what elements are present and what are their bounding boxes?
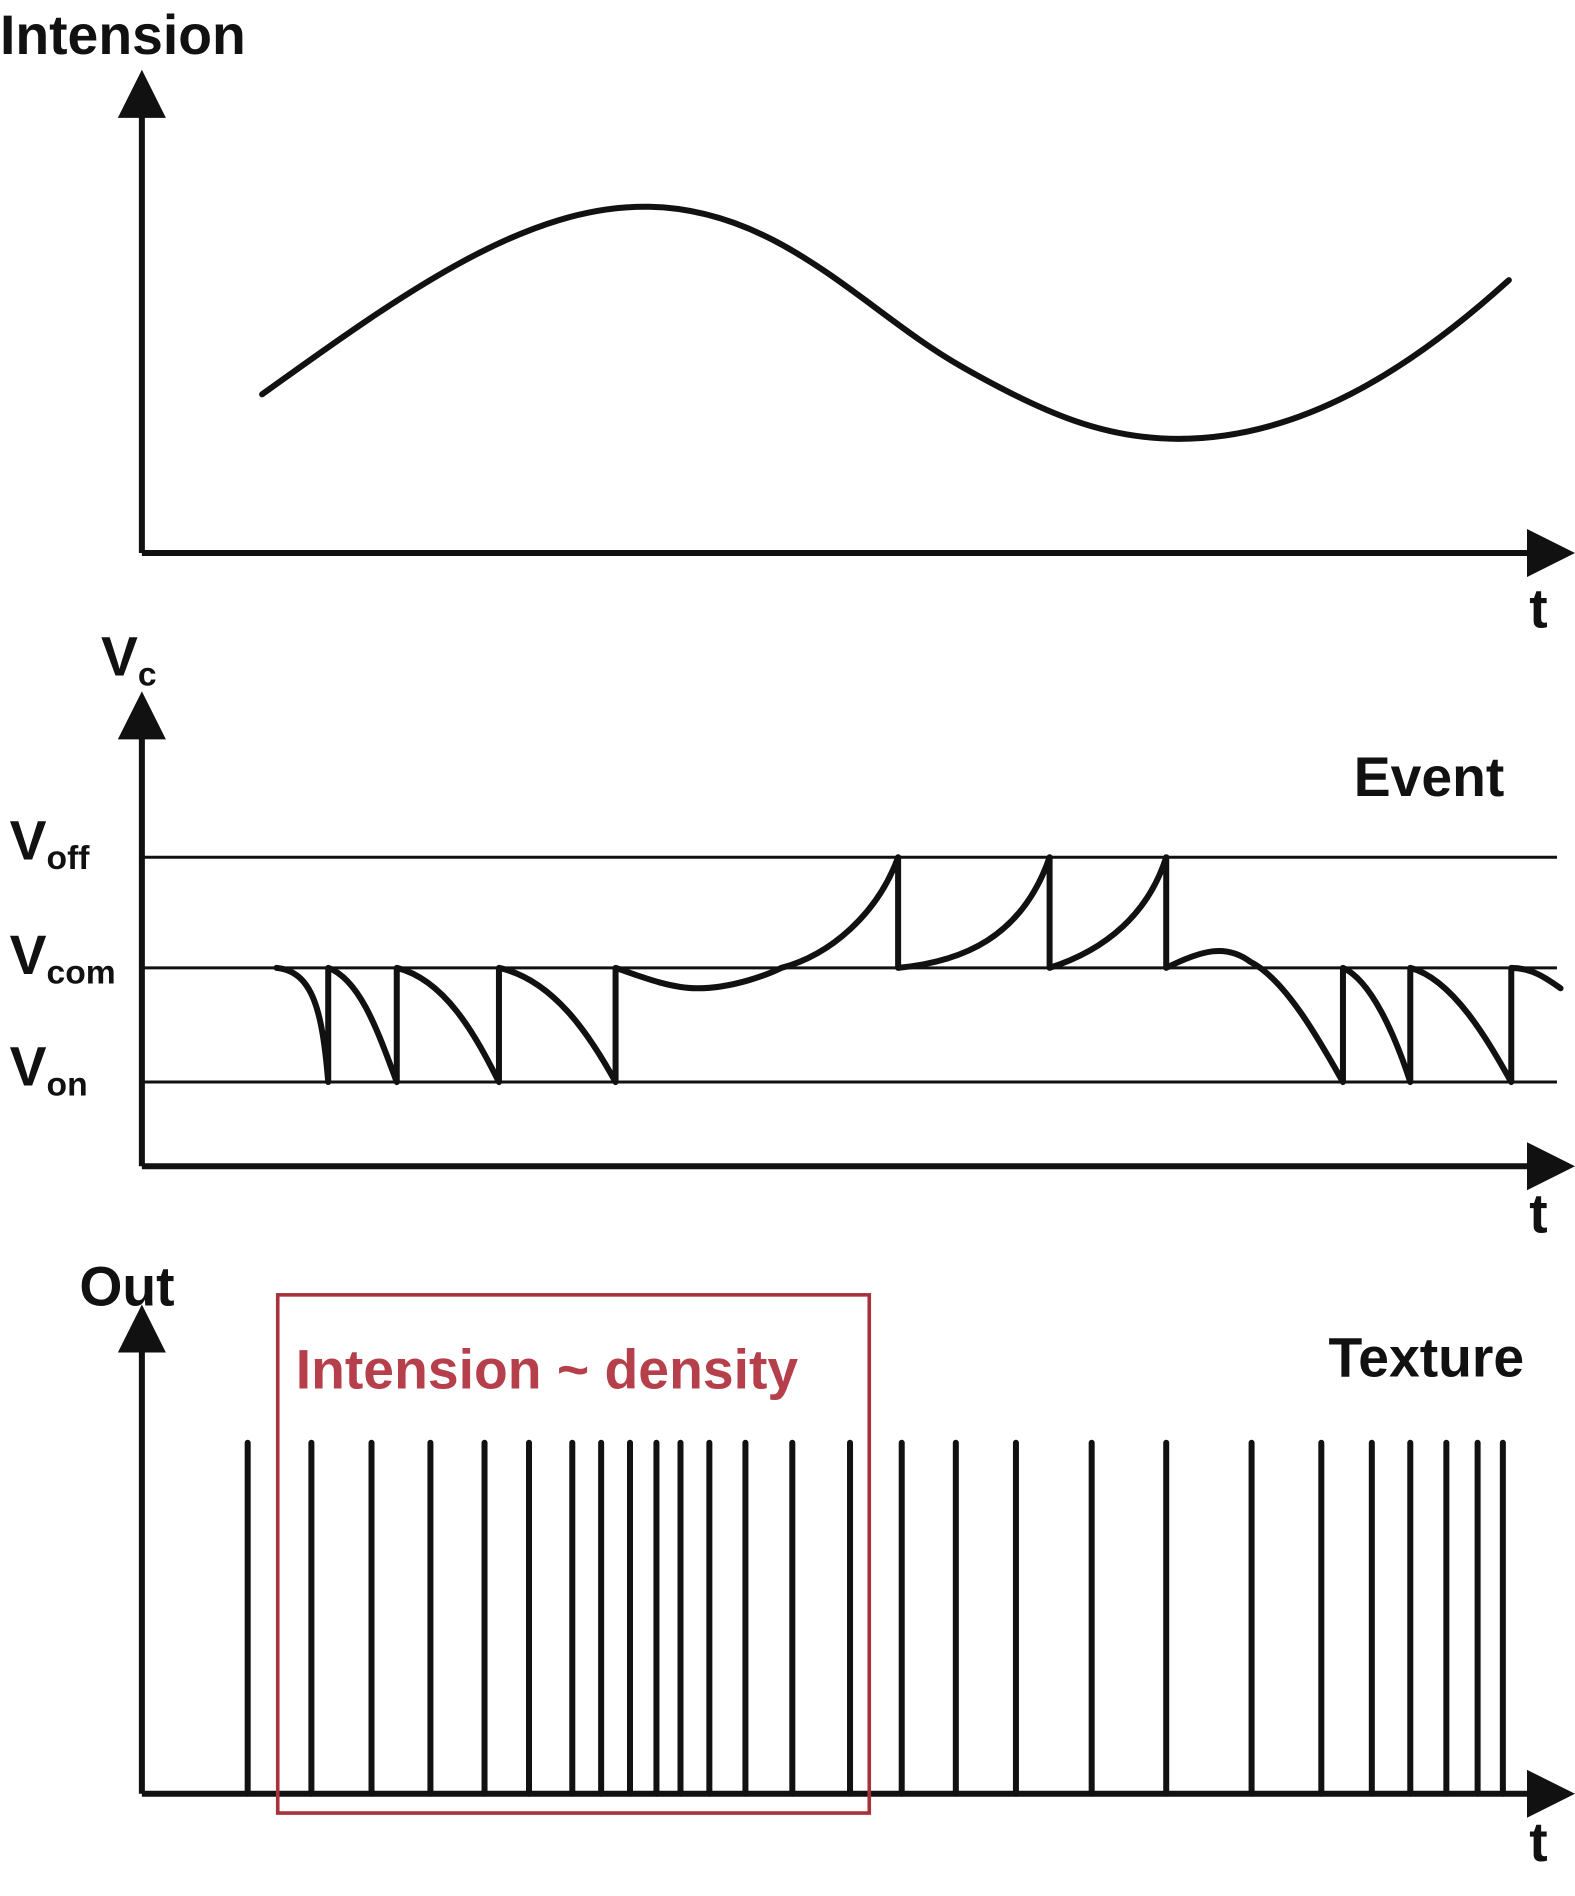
voltage-panel: Vc Event Voff Vcom Von t [10, 626, 1575, 1244]
intensity-curve [259, 203, 1512, 442]
level-label: Von [10, 1036, 88, 1104]
annotation: Intension ~ density [296, 1339, 799, 1401]
output-panel: Intension ~ density Out Texture t [79, 1256, 1575, 1873]
level-label: Vcom [10, 924, 116, 992]
y-label: Intension [0, 4, 246, 66]
y-label-sub: c [138, 656, 157, 693]
panel-title: Event [1354, 746, 1505, 808]
level-main: V [10, 1036, 47, 1098]
y-label-main: V [101, 626, 138, 688]
highlight-box [275, 1293, 872, 1815]
x-label: t [1529, 1811, 1547, 1873]
level-sub: com [47, 954, 116, 991]
voltage-curve [273, 854, 1564, 1086]
level-main: V [10, 810, 47, 872]
level-main: V [10, 924, 47, 986]
spike-train [244, 1439, 1506, 1797]
intension-panel: Intension t [0, 4, 1575, 640]
level-sub: on [47, 1066, 88, 1103]
x-label: t [1529, 1182, 1547, 1244]
level-sub: off [47, 840, 91, 877]
y-label: Out [79, 1256, 174, 1318]
x-label: t [1529, 578, 1547, 640]
panel-title: Texture [1329, 1327, 1525, 1389]
level-label: Voff [10, 810, 91, 878]
y-label: Vc [101, 626, 157, 694]
